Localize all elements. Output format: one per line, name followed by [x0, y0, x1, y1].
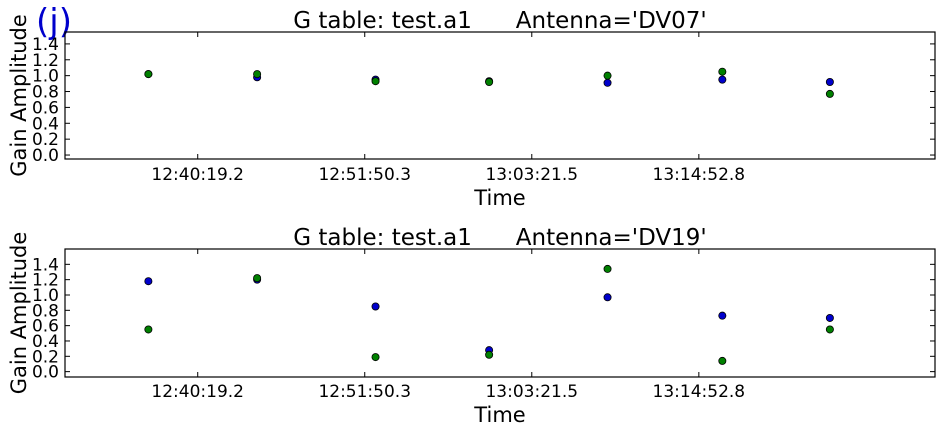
- chart-1-y-tick-label: 0.6: [32, 98, 59, 118]
- chart-2-series-2-point: [144, 325, 153, 334]
- chart-1-series-1-point: [603, 78, 612, 87]
- chart-2-y-tick-label: 0.0: [32, 363, 59, 383]
- chart-1-x-tick-label: 12:51:50.3: [318, 165, 411, 185]
- chart-2-series-2-point: [718, 356, 727, 365]
- chart-2-series-2-point: [603, 264, 612, 273]
- chart-2-series-1-point: [825, 313, 834, 322]
- chart-2-axes-frame: [64, 248, 936, 378]
- chart-2-y-tick-label: 0.6: [32, 317, 59, 337]
- chart-1-x-tick-label: 12:40:19.2: [151, 165, 244, 185]
- chart-2-series-2-point: [371, 353, 380, 362]
- chart-1-title: G table: test.a1 Antenna='DV07': [293, 8, 706, 34]
- chart-2-y-tick-label: 1.4: [32, 255, 59, 275]
- chart-1-x-tick-label: 13:14:52.8: [653, 165, 746, 185]
- chart-1-y-tick-label: 1.2: [32, 51, 59, 71]
- chart-1-y-tick-label: 1.0: [32, 67, 59, 87]
- chart-2-x-tick-label: 12:40:19.2: [151, 382, 244, 402]
- panel-label: (j): [36, 2, 72, 42]
- chart-1-series-2-point: [144, 70, 153, 79]
- chart-2-y-tick-label: 0.2: [32, 347, 59, 367]
- chart-2-x-axis-label: Time: [473, 403, 525, 427]
- chart-2-x-tick-label: 13:03:21.5: [485, 382, 578, 402]
- chart-1-series-2-point: [371, 77, 380, 86]
- chart-2-series-1-point: [371, 302, 380, 311]
- chart-1-series-2-point: [825, 89, 834, 98]
- chart-2-y-tick-label: 1.2: [32, 271, 59, 291]
- chart-1-y-tick-label: 0.2: [32, 130, 59, 150]
- chart-1-x-axis-label: Time: [473, 186, 525, 210]
- chart-2-y-tick-label: 0.8: [32, 301, 59, 321]
- chart-2-y-tick-label: 1.0: [32, 286, 59, 306]
- chart-1-series-2-point: [485, 78, 494, 87]
- chart-2-y-axis-label: Gain Amplitude: [7, 232, 31, 395]
- chart-1-y-tick-label: 0.8: [32, 83, 59, 103]
- chart-2-y-tick-label: 0.4: [32, 332, 59, 352]
- chart-2-series-2-point: [485, 350, 494, 359]
- chart-1-series-1-point: [825, 78, 834, 87]
- chart-1-y-axis-label: Gain Amplitude: [7, 14, 31, 177]
- chart-2-series-1-point: [718, 311, 727, 320]
- chart-2-series-2-point: [825, 325, 834, 334]
- chart-2-series-1-point: [603, 293, 612, 302]
- chart-2-series-1-point: [144, 277, 153, 286]
- chart-1-series-2-point: [253, 70, 262, 79]
- chart-1-series-2-point: [718, 67, 727, 76]
- chart-1-series-2-point: [603, 71, 612, 80]
- chart-2-series-2-point: [253, 274, 262, 283]
- chart-2-title: G table: test.a1 Antenna='DV19': [293, 225, 706, 251]
- chart-2-x-tick-label: 12:51:50.3: [318, 382, 411, 402]
- chart-2-x-tick-label: 13:14:52.8: [653, 382, 746, 402]
- chart-1-axes-frame: [64, 31, 936, 160]
- chart-1-x-tick-label: 13:03:21.5: [485, 165, 578, 185]
- chart-1-y-tick-label: 0.4: [32, 114, 59, 134]
- chart-1-series-1-point: [718, 75, 727, 84]
- chart-1-y-tick-label: 1.4: [32, 35, 59, 55]
- chart-1-y-tick-label: 0.0: [32, 146, 59, 166]
